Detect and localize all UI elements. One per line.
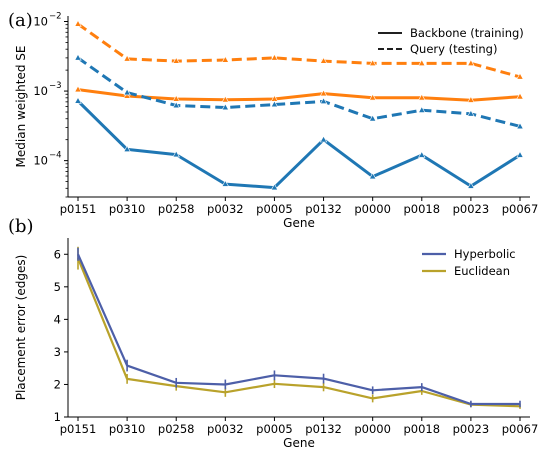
data-point-marker [467, 109, 475, 117]
x-tick-label: p0005 [256, 422, 293, 436]
legend-label: Hyperbolic [454, 247, 516, 261]
data-point-marker [123, 91, 131, 99]
y-axis-title: Median weighted SE [14, 46, 28, 168]
y-tick-label: 4 [54, 312, 61, 326]
series-line [77, 22, 521, 79]
y-tick-label: 1 [54, 410, 61, 424]
data-point-marker [221, 103, 230, 111]
data-point-marker [368, 114, 377, 122]
chart-b-placement-error: p0151 p0310 p0258 p0032 p0005 p0132 p0000 p0018… [14, 238, 538, 450]
data-point-marker [467, 182, 475, 189]
data-point-marker [516, 92, 524, 100]
x-tick-label: p0000 [354, 422, 391, 436]
data-point-marker [270, 100, 279, 108]
x-tick-label: p0018 [403, 422, 440, 436]
y-tick-exponent: −4 [49, 151, 62, 161]
x-tick-label: p0310 [109, 422, 146, 436]
x-tick-label: p0067 [502, 422, 539, 436]
series-line [77, 56, 521, 128]
x-tick-label: p0132 [305, 202, 342, 216]
y-tick-label: 10 [33, 84, 48, 98]
x-tick-label: p0067 [502, 202, 539, 216]
series-line [76, 253, 520, 406]
data-point-marker [418, 106, 426, 113]
data-point-marker [467, 96, 475, 103]
y-tick-exponent: −3 [49, 81, 62, 91]
data-point-marker [270, 53, 279, 61]
data-point-marker [74, 53, 82, 61]
series-line [77, 88, 521, 102]
x-tick-label: p0032 [207, 422, 244, 436]
legend: Backbone (training) Query (testing) [378, 26, 524, 56]
x-tick-label: p0151 [60, 202, 97, 216]
data-point-marker [270, 183, 279, 191]
data-point-marker [319, 97, 328, 105]
data-point-marker [319, 56, 328, 64]
y-tick-label: 10 [33, 154, 48, 168]
series-line [76, 99, 521, 190]
data-point-marker [221, 95, 230, 103]
data-point-marker [368, 93, 377, 101]
data-point-marker [221, 55, 230, 63]
data-point-marker [172, 101, 180, 109]
x-tick-label: p0023 [453, 422, 490, 436]
x-axis-title: Gene [283, 436, 315, 450]
panel-b-label: (b) [8, 216, 34, 237]
legend-label: Query (testing) [410, 42, 497, 56]
data-point-marker [123, 54, 131, 62]
x-tick-label: p0023 [453, 202, 490, 216]
y-tick-exponent: −2 [49, 12, 62, 22]
data-point-marker [516, 72, 524, 80]
data-point-marker [467, 59, 475, 66]
data-point-marker [319, 135, 328, 143]
y-axis-title: Placement error (edges) [14, 255, 28, 401]
data-point-marker [74, 85, 82, 93]
legend-label: Euclidean [454, 264, 510, 278]
series-line [76, 257, 521, 408]
y-tick-label: 3 [54, 345, 61, 359]
x-tick-label: p0151 [60, 422, 97, 436]
data-point-marker [172, 56, 180, 64]
data-point-marker [74, 96, 82, 104]
y-tick-base: 10 [33, 154, 48, 168]
x-tick-label: p0132 [305, 422, 342, 436]
data-point-marker [516, 122, 524, 130]
x-tick-label: p0258 [158, 202, 195, 216]
x-tick-label: p0005 [256, 202, 293, 216]
chart-a-median-weighted-se: p0151 p0310 p0258 p0032 p0005 p0132 p0000 p0018… [14, 12, 538, 230]
x-tick-label: p0310 [109, 202, 146, 216]
data-point-marker [418, 150, 426, 158]
panel-a-label: (a) [8, 10, 33, 31]
y-tick-base: 10 [33, 84, 48, 98]
y-tick-label: 10 [33, 15, 48, 29]
data-point-marker [74, 19, 82, 27]
x-tick-label: p0000 [354, 202, 391, 216]
y-tick-label: 2 [54, 377, 61, 391]
x-tick-label: p0258 [158, 422, 195, 436]
data-point-marker [368, 172, 377, 180]
y-tick-base: 10 [33, 15, 48, 29]
data-point-marker [172, 94, 180, 102]
data-point-marker [418, 59, 426, 66]
data-point-marker [123, 145, 131, 153]
x-axis-title: Gene [283, 216, 315, 230]
legend: Hyperbolic Euclidean [422, 247, 516, 278]
data-point-marker [516, 150, 524, 158]
legend-label: Backbone (training) [410, 26, 524, 40]
y-tick-label: 6 [54, 247, 61, 261]
data-point-marker [172, 150, 180, 158]
x-tick-label: p0032 [207, 202, 244, 216]
x-tick-label: p0018 [403, 202, 440, 216]
data-point-marker [319, 89, 328, 97]
data-point-marker [221, 179, 230, 187]
data-point-marker [368, 59, 377, 66]
data-point-marker [123, 88, 131, 96]
y-tick-label: 5 [54, 280, 61, 294]
data-point-marker [418, 93, 426, 101]
